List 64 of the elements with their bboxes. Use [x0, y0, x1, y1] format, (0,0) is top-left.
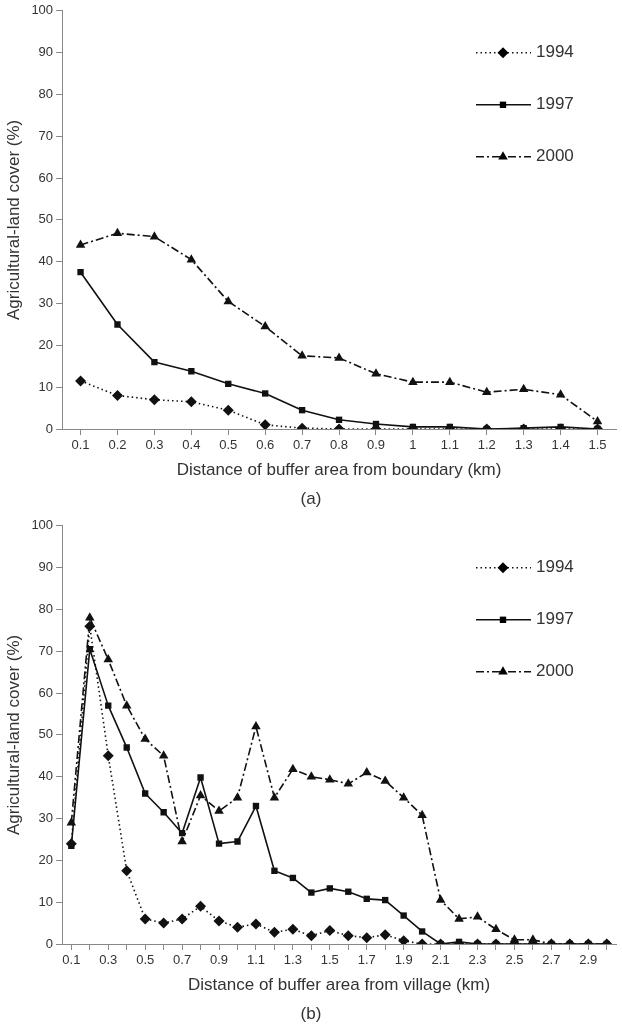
y-tick-label: 50 [38, 726, 54, 742]
x-tick-label: 0.3 [99, 952, 118, 968]
x-tick-label: 0.5 [136, 952, 155, 968]
y-tick-label: 60 [38, 169, 54, 185]
y-tick-label: 20 [38, 851, 54, 867]
y-tick-label: 90 [38, 559, 54, 575]
x-tick-label: 1.2 [477, 437, 496, 453]
text: (a) [299, 488, 323, 510]
x-tick-label: 2.1 [431, 952, 450, 968]
x-tick-label: 2.5 [505, 952, 524, 968]
y-tick-label: 10 [38, 378, 54, 394]
legend-label: 1997 [536, 94, 574, 114]
y-tick-label: 80 [38, 601, 54, 617]
x-tick-label: 0.2 [108, 437, 127, 453]
x-axis-title: Distance of buffer area from boundary (km) [176, 460, 502, 480]
x-tick-label: 0.9 [366, 437, 386, 453]
x-tick-label: 1.1 [440, 437, 459, 453]
y-axis-title: Agricultural-land cover (%) [3, 634, 23, 836]
y-tick-label: 0 [45, 935, 54, 951]
x-tick-label: 1.7 [357, 952, 376, 968]
x-tick-label: 1.9 [394, 952, 413, 968]
y-tick-label: 70 [38, 642, 54, 658]
x-tick-label: 1 [409, 437, 417, 453]
y-tick-label: 90 [38, 44, 54, 60]
legend-label: 2000 [536, 146, 574, 166]
y-tick-label: 40 [38, 768, 54, 784]
y-axis-title: Agricultural-land cover (%) [3, 119, 23, 321]
x-tick-label: 1.1 [246, 952, 265, 968]
x-tick-label: 0.5 [219, 437, 238, 453]
x-tick-label: 2.7 [542, 952, 561, 968]
y-tick-label: 0 [45, 420, 54, 436]
x-tick-label: 1.5 [588, 437, 607, 453]
x-tick-label: 2.3 [468, 952, 487, 968]
y-tick-label: 50 [38, 211, 54, 227]
x-tick-label: 0.9 [209, 952, 229, 968]
legend-label: 1994 [536, 42, 574, 62]
x-tick-label: 0.1 [62, 952, 81, 968]
legend-label: 1997 [536, 609, 574, 629]
legend-label: 2000 [536, 661, 574, 681]
x-tick-label: 1.5 [320, 952, 339, 968]
x-tick-label: 0.7 [293, 437, 312, 453]
y-tick-label: 80 [38, 86, 54, 102]
y-tick-label: 100 [31, 517, 54, 533]
x-axis-title: Distance of buffer area from village (km) [188, 975, 491, 995]
y-tick-label: 40 [38, 253, 54, 269]
y-tick-label: 30 [38, 810, 54, 826]
y-tick-label: 30 [38, 295, 54, 311]
legend-label: 1994 [536, 557, 574, 577]
x-tick-label: 1.4 [551, 437, 570, 453]
x-tick-label: 1.3 [283, 952, 302, 968]
x-tick-label: 1.3 [514, 437, 533, 453]
x-tick-label: 0.4 [182, 437, 201, 453]
x-tick-label: 0.1 [71, 437, 90, 453]
x-tick-label: 0.3 [145, 437, 164, 453]
x-tick-label: 0.8 [330, 437, 349, 453]
y-tick-label: 100 [31, 2, 54, 18]
y-tick-label: 20 [38, 336, 54, 352]
x-tick-label: 2.9 [579, 952, 598, 968]
x-tick-label: 0.7 [173, 952, 192, 968]
x-tick-label: 0.6 [256, 437, 275, 453]
y-tick-label: 10 [38, 893, 54, 909]
y-tick-label: 60 [38, 684, 54, 700]
text: (b) [299, 1003, 323, 1025]
y-tick-label: 70 [38, 127, 54, 143]
